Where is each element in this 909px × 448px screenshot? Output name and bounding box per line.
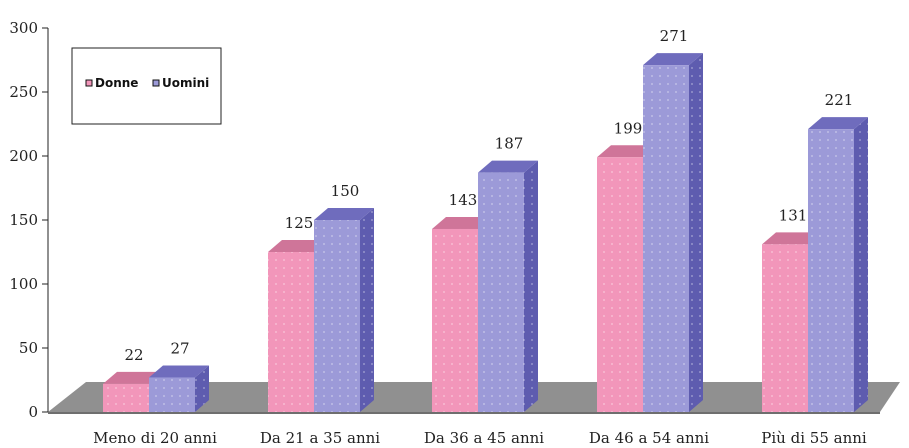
data-label: 187 xyxy=(495,135,524,153)
data-label: 131 xyxy=(779,206,808,224)
bar-top xyxy=(478,160,538,173)
bar-top xyxy=(314,208,374,220)
bars xyxy=(103,53,868,413)
y-tick-label: 150 xyxy=(9,211,38,229)
legend-swatch-uomini xyxy=(152,79,160,87)
floor-edge xyxy=(48,412,880,414)
bar-front-texture xyxy=(643,65,689,413)
bar-side-texture xyxy=(854,117,868,413)
y-tick-label: 300 xyxy=(9,19,38,37)
data-label: 150 xyxy=(331,182,360,200)
legend-label-donne: Donne xyxy=(95,76,138,90)
bar-top xyxy=(597,145,657,158)
data-label: 271 xyxy=(660,27,689,45)
legend-swatch-donne xyxy=(85,79,93,87)
bar-front-texture xyxy=(808,129,854,412)
bar-uomini-4 xyxy=(808,117,868,413)
bar-top xyxy=(808,117,868,130)
category-labels: Meno di 20 anni Da 21 a 35 anni Da 36 a 45… xyxy=(93,429,867,447)
legend: Donne Uomini xyxy=(71,47,222,125)
bar-uomini-2 xyxy=(478,160,538,412)
x-tick-label: Più di 55 anni xyxy=(761,429,867,447)
bar-top xyxy=(103,371,163,384)
bar-top xyxy=(149,365,209,378)
x-tick-label: Da 46 a 54 anni xyxy=(589,429,709,447)
bar-top xyxy=(643,53,703,66)
bar-uomini-1 xyxy=(314,208,374,412)
data-label: 125 xyxy=(285,214,314,232)
bar-front-texture xyxy=(149,377,195,412)
bar-front-texture xyxy=(478,172,524,412)
bar-side-texture xyxy=(360,208,374,412)
y-tick-label: 100 xyxy=(9,275,38,293)
bar-uomini-3 xyxy=(643,53,703,413)
bar-side-texture xyxy=(195,365,209,412)
data-label: 22 xyxy=(124,346,143,364)
bar-top xyxy=(268,240,328,252)
y-tick-label: 50 xyxy=(19,339,38,357)
bar-front-texture xyxy=(762,244,808,412)
legend-label-uomini: Uomini xyxy=(162,76,209,90)
x-tick-label: Meno di 20 anni xyxy=(93,429,217,447)
legend-box xyxy=(71,47,222,125)
x-tick-label: Da 36 a 45 anni xyxy=(424,429,544,447)
bar-top xyxy=(432,216,492,229)
y-tick-label: 250 xyxy=(9,83,38,101)
bar-front-texture xyxy=(268,252,314,412)
y-axis: 0 50 100 150 200 250 300 xyxy=(9,19,49,421)
data-label: 221 xyxy=(825,91,854,109)
bar-front-texture xyxy=(314,220,360,412)
bar-side-texture xyxy=(689,53,703,413)
data-labels: 22 27 125 150 143 187 199 271 131 221 xyxy=(124,27,853,364)
bar-top xyxy=(762,232,822,245)
bar-front-texture xyxy=(597,157,643,412)
x-tick-label: Da 21 a 35 anni xyxy=(260,429,380,447)
y-tick-label: 200 xyxy=(9,147,38,165)
bar-front-texture xyxy=(103,383,149,412)
bar-side-texture xyxy=(524,160,538,412)
data-label: 199 xyxy=(614,119,643,137)
bar-uomini-0 xyxy=(149,365,209,412)
data-label: 143 xyxy=(449,191,478,209)
y-tick-label: 0 xyxy=(28,403,38,421)
data-label: 27 xyxy=(170,339,189,357)
bar-front-texture xyxy=(432,228,478,412)
